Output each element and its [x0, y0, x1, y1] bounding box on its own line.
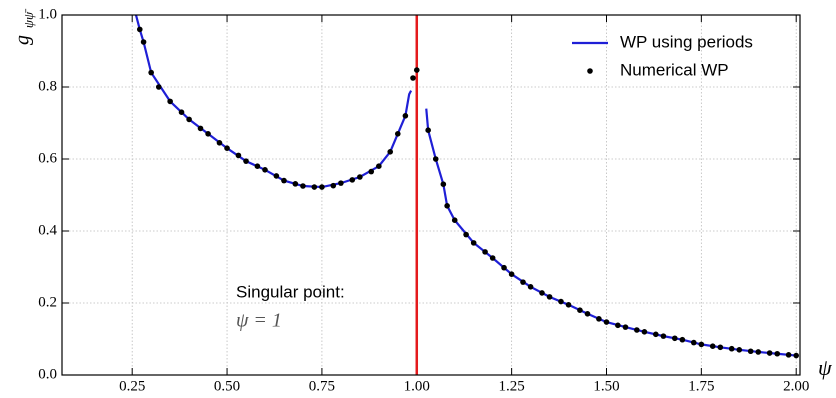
- data-point: [577, 307, 583, 314]
- data-point: [698, 341, 705, 348]
- data-point: [508, 271, 515, 278]
- data-point: [273, 173, 280, 179]
- x-tick-label: 1.50: [593, 378, 619, 394]
- data-point: [155, 84, 162, 90]
- data-point: [622, 324, 629, 330]
- y-axis-label-group: g ψψ̄: [12, 8, 36, 45]
- y-axis-label-sub: ψψ̄: [21, 8, 36, 28]
- data-point: [603, 319, 610, 325]
- data-point: [136, 26, 143, 33]
- data-point: [402, 113, 409, 119]
- legend-marker: [587, 68, 593, 74]
- y-tick-label: 0.4: [38, 222, 57, 238]
- y-tick-label: 0.8: [38, 78, 57, 94]
- data-point: [338, 180, 344, 186]
- data-point: [300, 183, 306, 189]
- legend-label: WP using periods: [620, 32, 753, 51]
- data-point: [368, 168, 375, 175]
- annotation-equation: ψ = 1: [236, 310, 282, 332]
- x-tick-label: 1.25: [499, 378, 525, 394]
- data-point: [489, 255, 496, 261]
- data-point: [413, 67, 420, 73]
- y-tick-label: 0.0: [38, 366, 57, 382]
- data-point: [747, 348, 754, 355]
- data-point: [292, 181, 299, 187]
- x-axis-label: ψ: [818, 355, 832, 380]
- data-point: [774, 350, 781, 357]
- data-point: [243, 158, 249, 164]
- data-point: [470, 240, 477, 246]
- data-point: [728, 345, 735, 352]
- data-point: [558, 298, 564, 305]
- data-point: [394, 131, 401, 137]
- data-point: [671, 335, 678, 342]
- data-point: [520, 279, 526, 285]
- data-point: [311, 184, 318, 190]
- x-tick-label: 1.75: [688, 378, 714, 394]
- data-point: [539, 290, 545, 296]
- data-point: [793, 352, 800, 359]
- data-point: [357, 174, 363, 180]
- data-point: [709, 343, 716, 350]
- y-tick-label: 1.0: [38, 6, 57, 22]
- annotation: Singular point:: [236, 282, 345, 301]
- data-point: [178, 109, 185, 115]
- data-point: [281, 177, 287, 184]
- data-point: [482, 249, 488, 255]
- data-point: [224, 145, 230, 151]
- data-point: [634, 327, 640, 333]
- data-point: [679, 336, 686, 343]
- data-point: [140, 39, 147, 45]
- data-point: [785, 352, 792, 358]
- data-point: [546, 294, 553, 300]
- data-point: [766, 350, 773, 356]
- data-point: [205, 131, 211, 137]
- data-point: [641, 329, 648, 335]
- data-point: [615, 322, 621, 329]
- data-point: [596, 316, 602, 322]
- data-point: [319, 184, 325, 190]
- data-point: [148, 69, 154, 76]
- plot-frame: [61, 14, 801, 376]
- data-point: [349, 177, 356, 183]
- data-point: [254, 163, 261, 169]
- x-tick-label: 1.00: [404, 378, 430, 394]
- data-point: [167, 98, 173, 105]
- data-point: [186, 116, 192, 123]
- x-tick-label: 0.75: [309, 378, 335, 394]
- legend-label: Numerical WP: [620, 60, 729, 79]
- data-point: [376, 163, 382, 169]
- data-point: [463, 231, 469, 238]
- data-point: [451, 217, 458, 223]
- y-axis-label: g: [12, 35, 34, 45]
- data-point: [755, 349, 762, 355]
- data-point: [387, 149, 394, 155]
- x-tick-label: 0.25: [119, 378, 145, 394]
- data-point: [330, 182, 337, 189]
- data-point: [216, 140, 223, 146]
- data-point: [690, 339, 697, 346]
- data-point: [440, 181, 447, 187]
- data-point: [425, 127, 431, 133]
- x-tick-label: 0.50: [214, 378, 240, 394]
- data-point: [653, 331, 659, 338]
- data-point: [527, 284, 534, 290]
- data-point: [262, 167, 268, 173]
- data-point: [660, 333, 667, 339]
- data-point: [584, 311, 591, 317]
- data-point: [736, 347, 743, 353]
- x-tick-label: 2.00: [783, 378, 809, 394]
- data-point: [197, 125, 204, 132]
- data-point: [410, 75, 416, 81]
- data-point: [501, 264, 507, 271]
- data-point: [444, 203, 450, 209]
- data-point: [565, 302, 572, 308]
- y-tick-label: 0.2: [38, 294, 57, 310]
- data-point: [432, 156, 439, 162]
- data-point: [717, 344, 724, 351]
- data-point: [235, 152, 242, 159]
- y-tick-label: 0.6: [38, 150, 57, 166]
